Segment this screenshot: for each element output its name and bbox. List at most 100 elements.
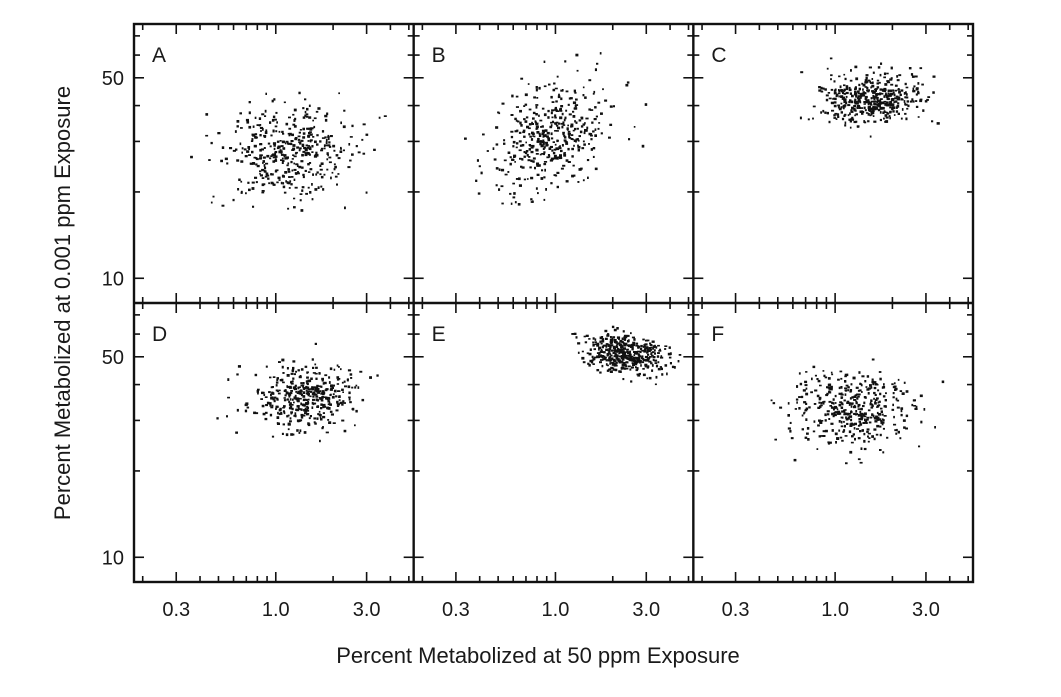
data-point [859, 96, 862, 99]
data-point [834, 89, 837, 92]
data-point [327, 136, 330, 139]
data-point [804, 436, 808, 439]
data-point [837, 106, 840, 109]
data-point [294, 384, 297, 387]
data-point [568, 134, 570, 137]
data-point [328, 145, 332, 148]
data-point [822, 430, 826, 433]
data-point [573, 89, 576, 93]
data-point [644, 363, 648, 366]
data-point [322, 392, 326, 395]
data-point [332, 393, 335, 396]
data-point [298, 408, 302, 410]
data-point [795, 398, 799, 401]
data-point [882, 427, 885, 430]
data-point [543, 151, 546, 154]
data-point [598, 348, 600, 351]
data-point [571, 147, 574, 151]
data-point [544, 141, 548, 144]
data-point [868, 387, 872, 390]
data-point [867, 103, 870, 106]
data-point [853, 395, 856, 398]
data-point [297, 390, 300, 394]
data-point [572, 115, 576, 118]
data-point [299, 142, 302, 145]
data-point [874, 420, 878, 423]
data-point [597, 127, 600, 130]
data-point [848, 415, 853, 418]
data-point [892, 110, 895, 113]
data-point [632, 359, 635, 362]
data-point [857, 99, 861, 101]
data-point [884, 93, 888, 97]
data-point [630, 332, 632, 335]
data-point [903, 426, 906, 429]
data-point [595, 115, 598, 118]
data-point [906, 100, 909, 103]
data-point [280, 150, 283, 154]
data-point [357, 151, 361, 154]
data-point [897, 378, 900, 381]
data-point [873, 437, 876, 441]
data-point [905, 91, 907, 94]
data-point [283, 389, 287, 392]
data-point [282, 147, 286, 150]
data-point [814, 374, 817, 377]
data-point [816, 448, 819, 450]
data-point [316, 384, 319, 387]
data-point [328, 376, 331, 379]
data-point [657, 352, 660, 354]
x-tick-label: 0.3 [162, 599, 190, 621]
data-point [651, 354, 654, 357]
data-point [854, 437, 856, 441]
data-point [647, 365, 650, 368]
data-point [351, 153, 354, 156]
data-point [303, 409, 306, 412]
data-point [640, 351, 642, 354]
data-point [854, 93, 857, 96]
data-point [296, 146, 300, 149]
data-point [877, 401, 880, 404]
data-point [272, 183, 276, 186]
data-point [897, 96, 901, 99]
data-point [535, 88, 538, 92]
data-point [883, 415, 887, 417]
data-point [860, 447, 863, 450]
data-point [822, 402, 825, 405]
data-point [655, 375, 658, 379]
data-point [822, 401, 824, 403]
data-point [261, 183, 265, 187]
data-point [307, 401, 310, 405]
data-point [261, 191, 265, 194]
data-point [347, 385, 351, 389]
data-point [278, 389, 281, 392]
data-point [830, 385, 833, 389]
data-point [875, 93, 878, 96]
data-point [272, 154, 275, 157]
data-point [577, 342, 581, 345]
data-point [591, 359, 594, 362]
data-point [613, 358, 616, 361]
data-point [894, 389, 897, 391]
data-point [325, 141, 328, 145]
data-point [247, 146, 251, 149]
data-point [293, 401, 295, 404]
data-point [552, 141, 555, 143]
data-point [549, 146, 553, 149]
data-point [849, 390, 852, 393]
data-point [535, 123, 538, 126]
data-point [332, 422, 336, 424]
data-point [613, 328, 617, 332]
data-point [915, 100, 918, 102]
data-point [827, 413, 830, 416]
data-point [854, 413, 857, 416]
data-point [348, 143, 351, 146]
data-point [292, 154, 295, 156]
panel-d-points [216, 342, 379, 443]
data-point [299, 429, 302, 433]
data-point [293, 155, 297, 158]
data-point [818, 435, 822, 438]
data-point [293, 119, 296, 122]
data-point [910, 73, 914, 76]
data-point [543, 198, 546, 201]
